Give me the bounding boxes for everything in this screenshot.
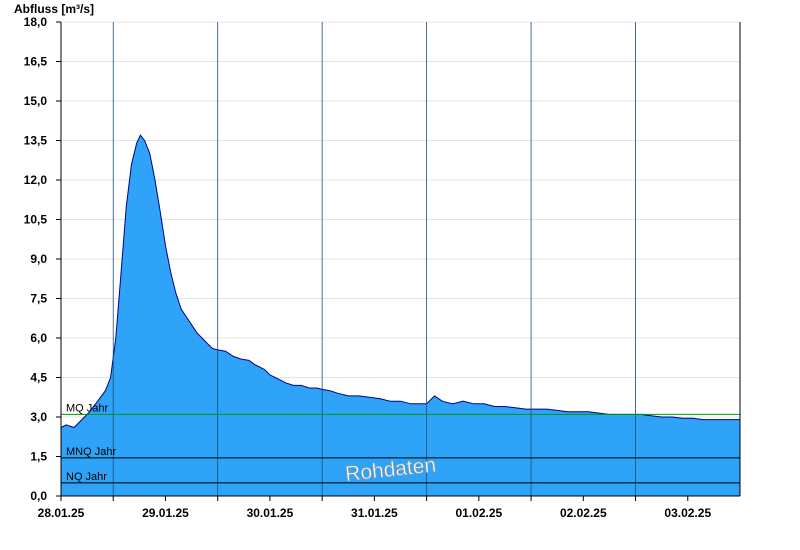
- reference-line-label: MQ Jahr: [66, 402, 109, 414]
- discharge-line: [60, 134, 740, 429]
- y-tick-label: 18,0: [24, 15, 48, 29]
- reference-line-label: NQ Jahr: [66, 471, 107, 483]
- x-tick-label: 02.02.25: [560, 506, 607, 520]
- y-axis-title: Abfluss [m³/s]: [14, 2, 94, 16]
- discharge-area: [60, 134, 740, 496]
- y-tick-label: 16,5: [24, 55, 48, 69]
- day-separators: [112, 22, 636, 496]
- y-axis-ticks: 0,0 1,5 3,0 4,5 6,0 7,5 9,0 10,5 12,0 13,5 15,0 16,…: [24, 15, 61, 503]
- y-tick-label: 13,5: [24, 134, 48, 148]
- y-tick-label: 4,5: [30, 371, 47, 385]
- y-tick-label: 15,0: [24, 94, 48, 108]
- x-tick-label: 01.02.25: [455, 506, 502, 520]
- y-tick-label: 10,5: [24, 213, 48, 227]
- x-tick-label: 31.01.25: [351, 506, 398, 520]
- x-tick-label: 28.01.25: [38, 506, 85, 520]
- y-tick-label: 0,0: [30, 489, 47, 503]
- y-tick-label: 9,0: [30, 252, 47, 266]
- x-tick-label: 03.02.25: [664, 506, 711, 520]
- x-axis-ticks: 28.01.25 29.01.25 30.01.25 31.01.25 01.02.25…: [38, 496, 711, 520]
- x-tick-label: 30.01.25: [247, 506, 294, 520]
- x-tick-label: 29.01.25: [142, 506, 189, 520]
- y-tick-label: 6,0: [30, 331, 47, 345]
- y-tick-label: 1,5: [30, 450, 47, 464]
- y-tick-label: 12,0: [24, 173, 48, 187]
- reference-lines: MQ Jahr MNQ Jahr NQ Jahr: [61, 402, 740, 484]
- y-tick-label: 3,0: [30, 410, 47, 424]
- discharge-fill: [61, 135, 740, 496]
- y-tick-label: 7,5: [30, 292, 47, 306]
- reference-line-label: MNQ Jahr: [66, 446, 116, 458]
